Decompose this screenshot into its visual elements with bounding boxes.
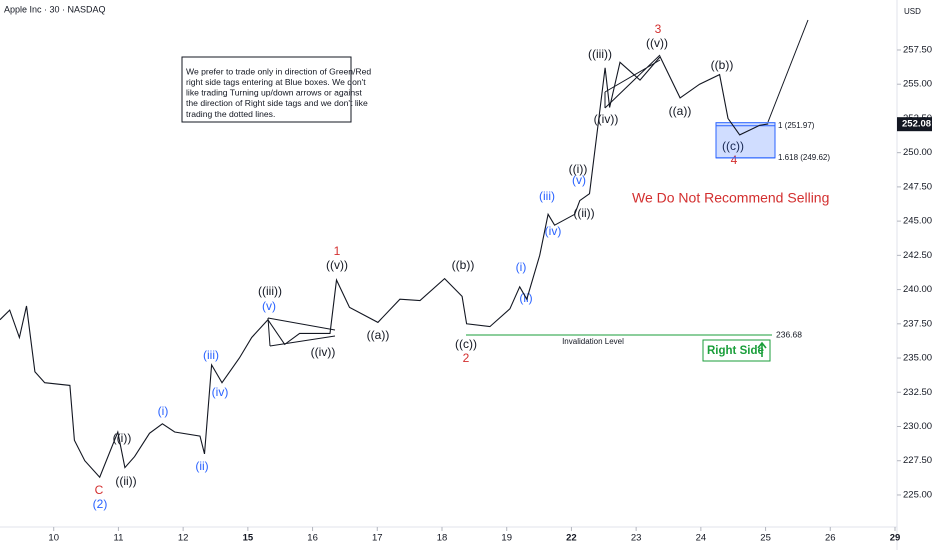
wave-label: 3	[655, 22, 662, 36]
wave-label: (iii)	[539, 189, 555, 203]
note-line: We prefer to trade only in direction of …	[186, 66, 371, 76]
x-tick-label: 23	[631, 533, 642, 544]
wave-label: (iv)	[545, 224, 562, 238]
triangle	[604, 54, 661, 109]
y-tick-label: 245.00	[903, 216, 932, 227]
triangle	[267, 317, 336, 347]
x-tick-label: 12	[178, 533, 189, 544]
wave-label: 1	[334, 244, 341, 258]
wave-label: ((i))	[569, 162, 588, 176]
wave-label: ((a))	[367, 328, 390, 342]
y-tick-label: 257.50	[903, 44, 932, 55]
x-tick-label: 24	[696, 533, 707, 544]
projection-line	[767, 19, 809, 123]
x-tick-label: 25	[760, 533, 771, 544]
wave-label: ((ii))	[115, 474, 136, 488]
wave-label: C	[95, 483, 104, 497]
target-box	[715, 122, 776, 159]
note-line: right side tags entering at Blue boxes. …	[186, 77, 366, 87]
currency: USD	[904, 7, 921, 16]
wave-label: ((ii))	[573, 206, 594, 220]
x-tick-label: 16	[307, 533, 318, 544]
wave-label: ((iv))	[311, 345, 336, 359]
y-tick-label: 255.00	[903, 79, 932, 90]
invalidation-value: 236.68	[776, 329, 802, 339]
wave-label: ((iv))	[594, 112, 619, 126]
wave-label: ((iii))	[588, 47, 612, 61]
wave-label: (v)	[572, 173, 586, 187]
wave-label: (i)	[516, 260, 527, 274]
tag-box	[702, 339, 771, 362]
y-tick-label: 232.50	[903, 387, 932, 398]
wave-label: ((v))	[326, 258, 348, 272]
wave-label: (iii)	[203, 348, 219, 362]
y-tick-label: 242.50	[903, 250, 932, 261]
wave-label: (iv)	[212, 385, 229, 399]
tag-text: Right Side	[707, 345, 764, 357]
last-price: 252.08	[902, 119, 931, 130]
wave-label: ((a))	[669, 104, 692, 118]
x-tick-label: 19	[501, 533, 512, 544]
x-tick-label: 11	[113, 533, 123, 544]
y-tick-label: 237.50	[903, 318, 932, 329]
invalidation-label: Invalidation Level	[562, 337, 624, 346]
last-price-box	[897, 117, 932, 132]
wave-label: ((v))	[646, 36, 668, 50]
wave-label: 2	[463, 351, 470, 365]
wave-label: (2)	[93, 497, 108, 511]
note: We prefer to trade only in direction of …	[186, 66, 371, 118]
y-tick-label: 235.00	[903, 353, 932, 364]
x-tick-label: 29	[890, 533, 901, 544]
wave-label: (ii)	[195, 459, 208, 473]
price-line	[0, 55, 769, 479]
y-tick-label: 247.50	[903, 181, 932, 192]
symbol-header: Apple Inc · 30 · NASDAQ	[4, 4, 106, 14]
wave-label: ((i))	[113, 431, 132, 445]
x-tick-label: 15	[243, 533, 254, 544]
x-tick-label: 18	[437, 533, 448, 544]
note-box	[181, 56, 352, 123]
level-label: 1 (251.97)	[778, 121, 815, 130]
wave-label: ((c))	[455, 337, 477, 351]
wave-label: ((iii))	[258, 284, 282, 298]
note-line: like trading Turning up/down arrows or a…	[186, 88, 362, 98]
wave-label: (i)	[158, 404, 169, 418]
level-label: 1.618 (249.62)	[778, 153, 830, 162]
note-line: trading the dotted lines.	[186, 109, 275, 119]
y-tick-label: 250.00	[903, 147, 932, 158]
wave-label: ((b))	[711, 58, 734, 72]
pattern-lines	[267, 19, 809, 347]
callout: We Do Not Recommend Selling	[632, 190, 829, 206]
y-tick-label: 240.00	[903, 284, 932, 295]
y-tick-label: 227.50	[903, 455, 932, 466]
wave-label: ((c))	[722, 139, 744, 153]
right-side-tag: Right Side	[702, 339, 771, 362]
x-tick-label: 22	[566, 533, 577, 544]
y-tick-label: 230.00	[903, 421, 932, 432]
x-tick-label: 26	[825, 533, 836, 544]
x-tick-label: 17	[372, 533, 383, 544]
note-line: the direction of Right side tags and we …	[186, 98, 368, 108]
tag-arrow	[757, 341, 767, 357]
wave-label: ((b))	[452, 258, 475, 272]
y-tick-label: 225.00	[903, 489, 932, 500]
x-tick-label: 10	[48, 533, 59, 544]
wave-label: (v)	[262, 299, 276, 313]
wave-label: 4	[731, 153, 738, 167]
annotations: ((i)) ((ii)) ((iii)) ((iv)) ((v)) ((a)) …	[93, 22, 744, 511]
